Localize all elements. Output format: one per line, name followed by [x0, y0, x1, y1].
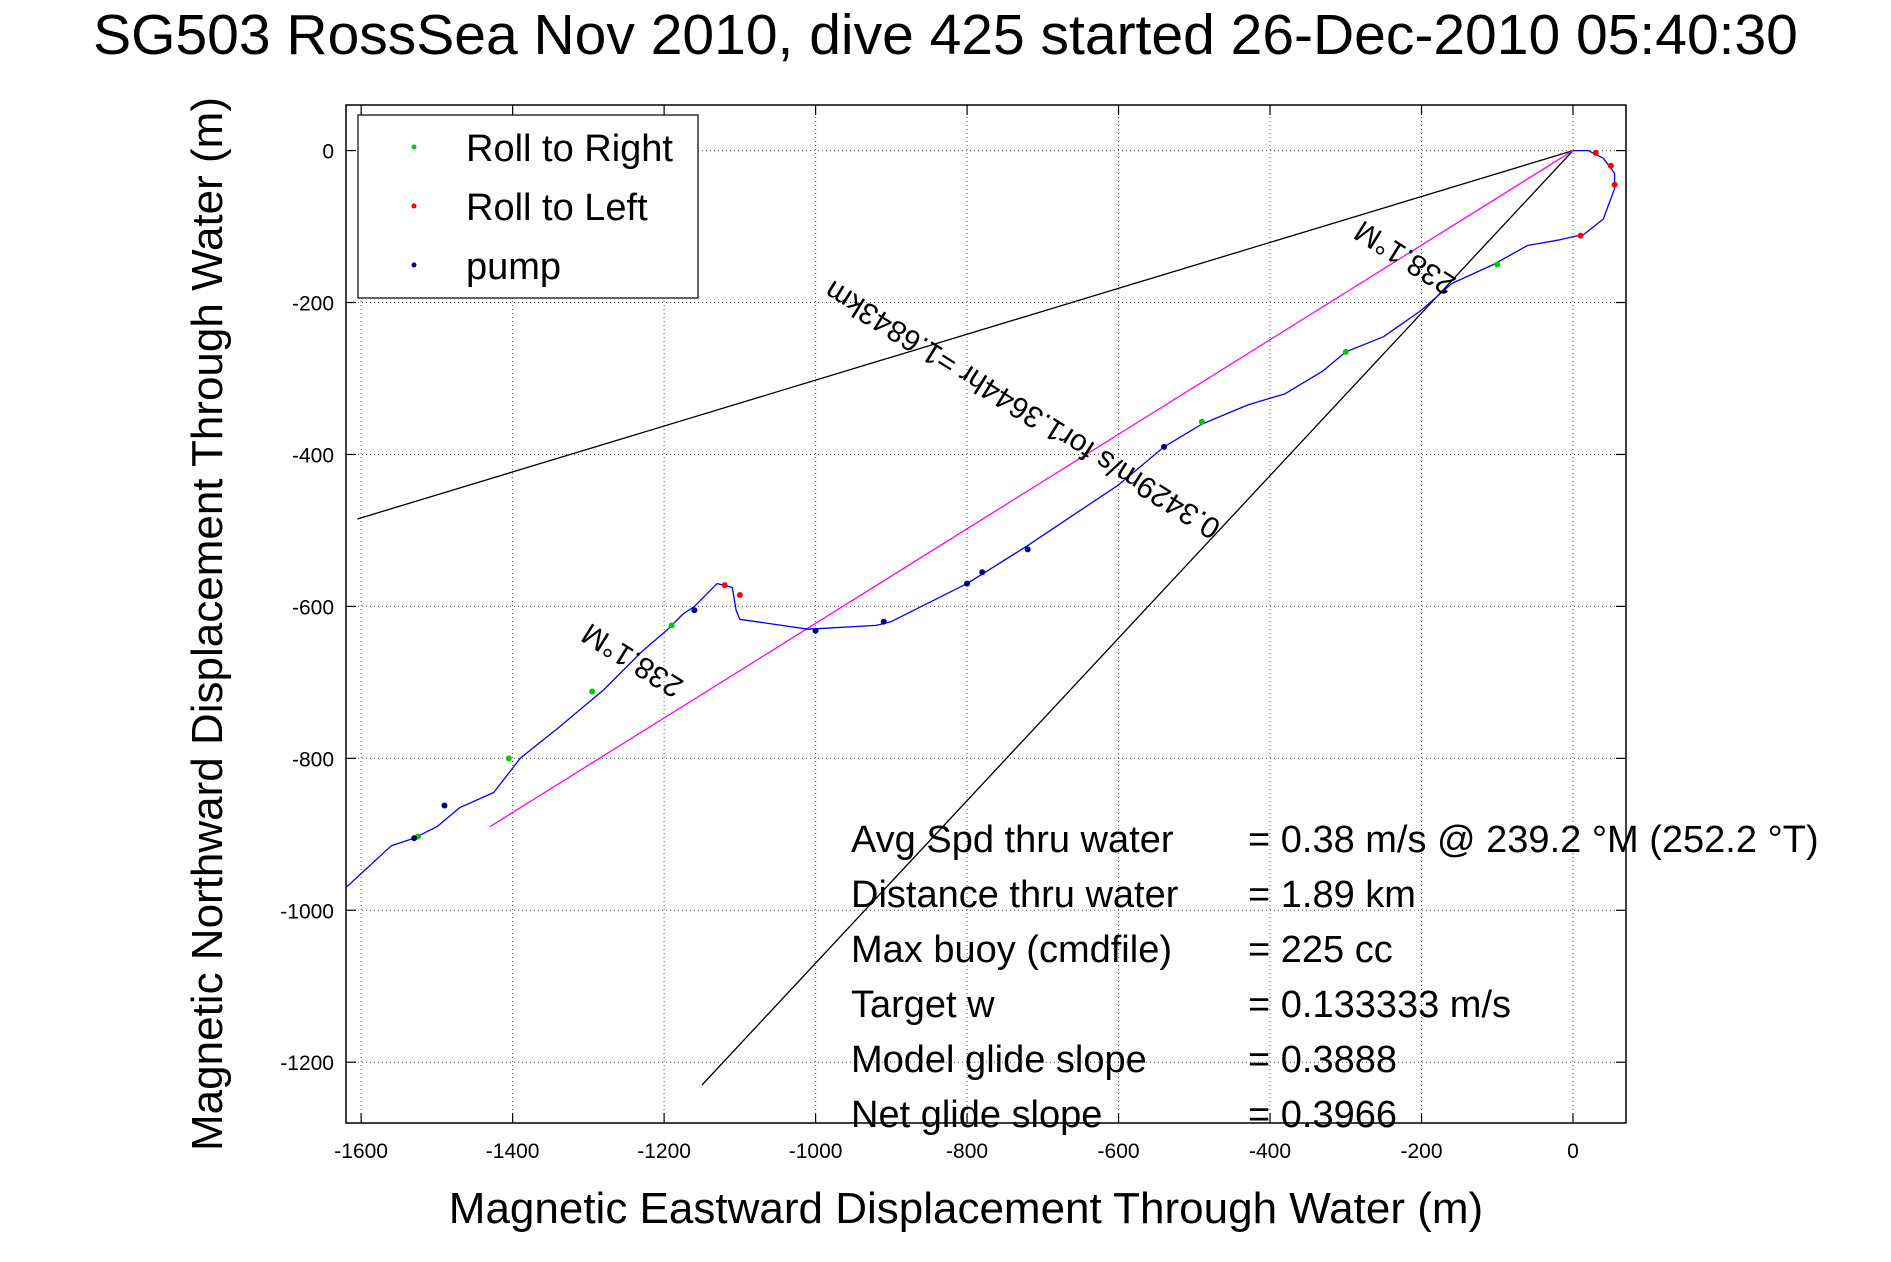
y-axis-label: Magnetic Northward Displacement Through …: [183, 97, 232, 1151]
chart-title: SG503 RossSea Nov 2010, dive 425 started…: [93, 3, 1798, 67]
legend-entry-label: pump: [466, 246, 561, 288]
annotation-label: Model glide slope: [851, 1039, 1147, 1081]
annotation-label: Avg Spd thru water: [851, 819, 1174, 861]
roll-left-point: [1607, 162, 1614, 169]
roll-left-point: [736, 592, 743, 599]
y-tick-label: -1000: [280, 900, 334, 923]
roll-left-point: [1611, 181, 1618, 188]
pump-point: [1160, 443, 1167, 450]
roll-right-point: [1198, 418, 1205, 425]
x-tick-label: -200: [1400, 1140, 1442, 1163]
x-tick-label: -1400: [486, 1140, 540, 1163]
pump-point: [691, 607, 698, 614]
grid-lines: [346, 105, 1626, 1123]
x-axis-label: Magnetic Eastward Displacement Through W…: [449, 1184, 1483, 1233]
annotation-label: Distance thru water: [851, 874, 1179, 916]
legend-marker: [411, 203, 417, 209]
y-tick-label: -600: [292, 596, 334, 619]
roll-right-point: [1342, 348, 1349, 355]
annotation-label: Target w: [851, 984, 995, 1026]
roll-left-point: [1592, 149, 1599, 156]
roll-left-point: [721, 582, 728, 589]
pump-point: [411, 835, 418, 842]
legend-entry-label: Roll to Left: [466, 187, 648, 229]
black-reference-line: [701, 150, 1574, 1086]
x-tick-label: 0: [1567, 1140, 1579, 1163]
legend-entry-label: Roll to Right: [466, 128, 673, 170]
legend-marker: [411, 262, 417, 268]
rotated-labels: 0.3429m/s for1.3644hr =1.6843km238.1°M23…: [576, 214, 1461, 704]
annotation-value: = 1.89 km: [1248, 874, 1416, 916]
pump-point: [441, 802, 448, 809]
roll-right-point: [589, 688, 596, 695]
x-tick-label: -1200: [637, 1140, 691, 1163]
annotation-value: = 0.38 m/s @ 239.2 °M (252.2 °T): [1248, 819, 1819, 861]
x-tick-label: -1600: [334, 1140, 388, 1163]
glider-track-line: [346, 149, 1616, 888]
black-reference-line: [357, 149, 1574, 520]
pump-point: [880, 618, 887, 625]
y-tick-label: 0: [322, 141, 334, 164]
x-tick-label: -600: [1098, 1140, 1140, 1163]
x-tick-label: -800: [946, 1140, 988, 1163]
axis-ticks: -1600 -1400 -1200 -1000 -800 -600 -400 -200 0 0 -2…: [280, 105, 1626, 1163]
y-tick-label: -200: [292, 293, 334, 316]
pump-point: [1024, 546, 1031, 553]
pump-point: [964, 580, 971, 587]
rotated-label: 0.3429m/s for1.3644hr =1.6843km: [819, 274, 1226, 545]
annotation-value: = 0.3888: [1248, 1039, 1397, 1081]
pump-point: [812, 627, 819, 634]
roll-right-point: [505, 755, 512, 762]
legend-marker: [411, 144, 417, 150]
rotated-label: 238.1°M: [1349, 214, 1462, 301]
annotation-label: Max buoy (cmdfile): [851, 929, 1172, 971]
plot-frame: [345, 104, 1627, 1124]
y-tick-label: -400: [292, 444, 334, 467]
x-tick-label: -400: [1249, 1140, 1291, 1163]
annotation-value: = 225 cc: [1248, 929, 1393, 971]
legend: Roll to Right Roll to Left pump: [357, 114, 699, 299]
annotation-label: Net glide slope: [851, 1094, 1102, 1136]
x-tick-label: -1000: [789, 1140, 843, 1163]
annotation-block: Avg Spd thru water = 0.38 m/s @ 239.2 °M …: [851, 819, 1819, 1136]
plot-data: [346, 149, 1618, 1086]
roll-right-point: [668, 622, 675, 629]
annotation-value: = 0.133333 m/s: [1248, 984, 1511, 1026]
y-tick-label: -1200: [280, 1052, 334, 1075]
roll-right-point: [1494, 261, 1501, 268]
roll-left-point: [1577, 232, 1584, 239]
annotation-value: = 0.3966: [1248, 1094, 1397, 1136]
y-tick-label: -800: [292, 748, 334, 771]
magenta-net-line: [489, 150, 1574, 828]
pump-point: [979, 569, 986, 576]
